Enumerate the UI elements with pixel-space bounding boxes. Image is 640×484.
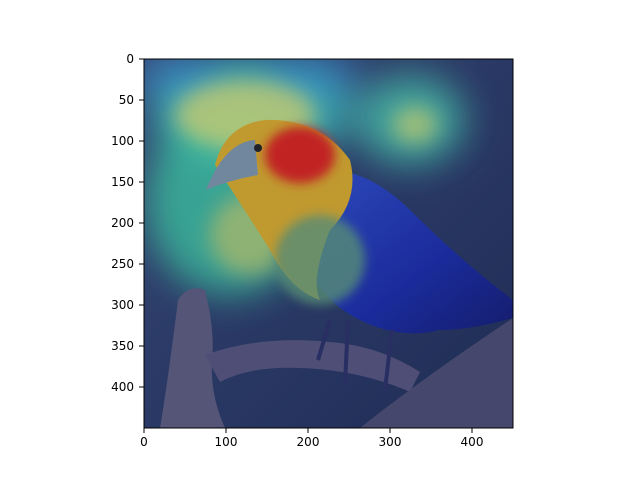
svg-text:200: 200	[111, 216, 134, 230]
svg-text:300: 300	[111, 298, 134, 312]
svg-text:400: 400	[461, 435, 484, 449]
y-tick: 50	[119, 93, 144, 107]
y-axis: 0 50 100 150 200 250 300 350 400	[111, 52, 144, 394]
svg-text:0: 0	[140, 435, 148, 449]
svg-text:350: 350	[111, 339, 134, 353]
bird	[206, 119, 513, 391]
y-tick: 0	[126, 52, 144, 66]
axes-frame	[143, 58, 514, 429]
svg-text:100: 100	[111, 134, 134, 148]
svg-text:150: 150	[111, 175, 134, 189]
x-axis: 0 100 200 300 400	[140, 428, 483, 449]
x-tick: 200	[297, 428, 320, 449]
svg-text:50: 50	[119, 93, 134, 107]
heatmap-image	[144, 59, 513, 428]
y-tick: 150	[111, 175, 144, 189]
svg-text:400: 400	[111, 380, 134, 394]
branch	[160, 288, 513, 428]
svg-text:200: 200	[297, 435, 320, 449]
y-tick: 350	[111, 339, 144, 353]
y-tick: 200	[111, 216, 144, 230]
y-tick: 400	[111, 380, 144, 394]
y-tick: 250	[111, 257, 144, 271]
x-tick: 400	[461, 428, 484, 449]
x-tick: 300	[379, 428, 402, 449]
svg-text:300: 300	[379, 435, 402, 449]
x-tick: 0	[140, 428, 148, 449]
svg-text:0: 0	[126, 52, 134, 66]
x-tick: 100	[215, 428, 238, 449]
y-tick: 300	[111, 298, 144, 312]
svg-text:100: 100	[215, 435, 238, 449]
y-tick: 100	[111, 134, 144, 148]
svg-text:250: 250	[111, 257, 134, 271]
